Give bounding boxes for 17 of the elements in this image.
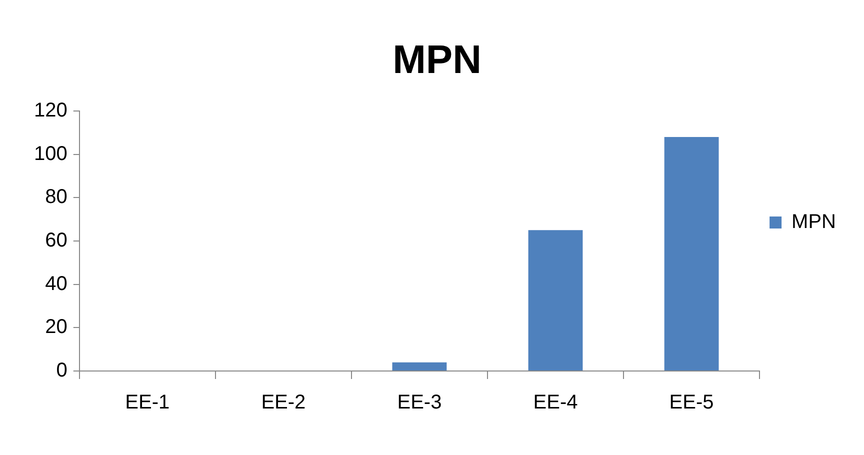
- y-tick-label: 120: [34, 100, 68, 122]
- x-tick-label: EE-1: [125, 392, 170, 414]
- y-tick-label: 80: [45, 186, 68, 208]
- y-tick-label: 0: [56, 360, 68, 382]
- x-tick-label: EE-5: [669, 392, 714, 414]
- y-tick-label: 20: [45, 316, 68, 338]
- bar: [664, 137, 719, 370]
- x-tick-label: EE-2: [261, 392, 306, 414]
- y-tick-label: 40: [45, 272, 68, 295]
- y-tick-label: 100: [34, 142, 68, 165]
- x-tick-label: EE-4: [533, 392, 578, 414]
- bar: [528, 230, 583, 370]
- legend-label: MPN: [792, 211, 836, 234]
- x-tick-label: EE-3: [397, 392, 442, 414]
- chart-title: MPN: [392, 38, 482, 82]
- bar: [392, 362, 447, 370]
- y-tick-label: 60: [45, 230, 68, 252]
